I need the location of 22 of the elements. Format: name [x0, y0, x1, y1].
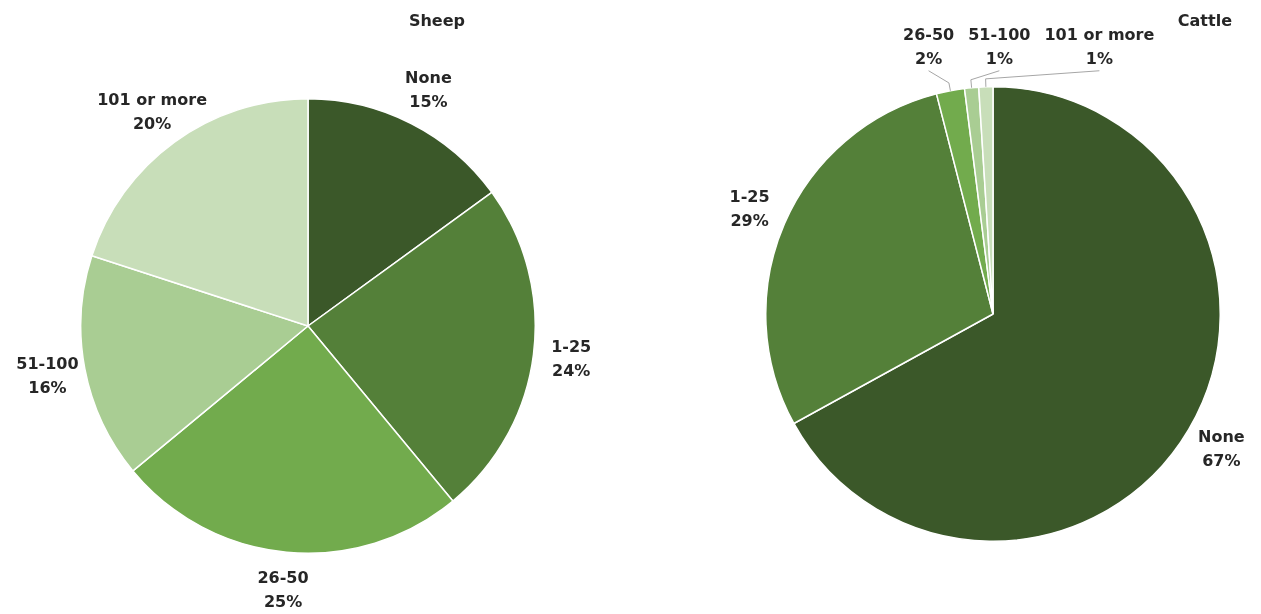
slice-label: 1-25 [729, 186, 770, 206]
slice-label: 51-100 [16, 353, 79, 373]
data-label: 25% [263, 592, 303, 612]
chart-title: Sheep [408, 11, 465, 31]
slice-label: 1-25 [551, 337, 592, 357]
data-label: 20% [132, 113, 172, 133]
slice-label: 26-50 [257, 568, 309, 588]
data-label: 16% [28, 377, 67, 397]
slice-label: None [405, 67, 452, 87]
data-label: 1% [1085, 48, 1113, 68]
slice-label: 101 or more [1044, 24, 1155, 44]
data-label: 29% [730, 210, 769, 230]
slice-label: 101 or more [97, 89, 208, 109]
data-label: 1% [985, 48, 1013, 68]
data-label: 24% [552, 361, 591, 381]
data-label: 15% [409, 91, 448, 111]
slice-label: 26-50 [903, 24, 955, 44]
slice-label: None [1198, 427, 1245, 447]
chart-title: Cattle [1177, 11, 1233, 31]
slice-label: 51-100 [968, 24, 1031, 44]
data-label: 2% [915, 48, 943, 68]
data-label: 67% [1202, 451, 1241, 471]
